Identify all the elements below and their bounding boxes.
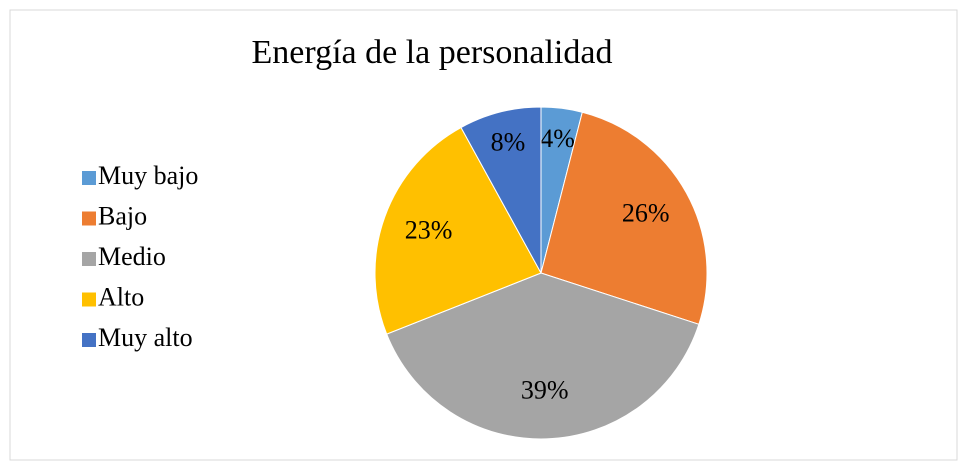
data-label: 8% [491, 127, 526, 156]
legend-label: Bajo [98, 201, 147, 230]
legend-swatch [82, 292, 96, 307]
pie-slice [386, 272, 700, 440]
legend-label: Muy bajo [98, 161, 198, 190]
legend-swatch [82, 252, 96, 266]
legend-swatch [82, 171, 96, 185]
legend-label: Medio [98, 242, 166, 271]
data-label: 23% [405, 215, 453, 244]
data-label: 4% [540, 124, 575, 153]
chart-title: Energía de la personalidad [252, 34, 613, 71]
data-label: 26% [622, 198, 670, 227]
legend-swatch [82, 333, 96, 347]
legend-swatch [82, 211, 96, 226]
pie-slice [540, 111, 708, 325]
pie-slice [460, 106, 542, 274]
data-label: 39% [521, 375, 569, 404]
legend-label: Alto [98, 282, 144, 311]
legend-label: Muy alto [98, 323, 193, 352]
pie-slice [374, 126, 542, 335]
